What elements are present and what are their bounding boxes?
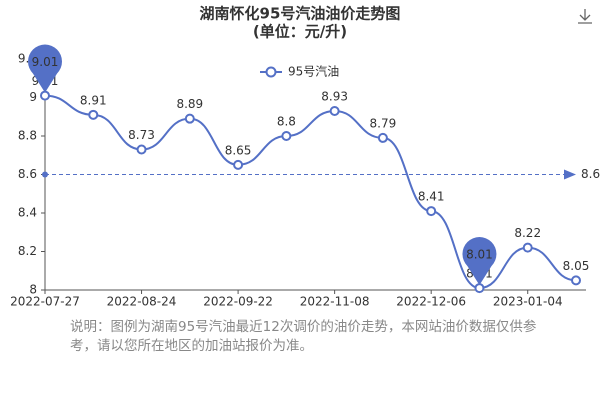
chart-title: 湖南怀化95号汽油油价走势图 [200, 5, 401, 23]
mark-pin-label: 8.01 [466, 248, 493, 262]
mark-pin [28, 44, 63, 93]
data-point [184, 113, 195, 124]
x-tick-label: 2023-01-04 [493, 295, 563, 309]
data-label: 8.22 [514, 226, 541, 240]
average-arrow [564, 169, 576, 180]
data-label: 8.65 [225, 143, 252, 157]
data-label: 8.41 [418, 190, 445, 204]
data-point [377, 132, 388, 143]
series-line [44, 94, 577, 290]
y-tick-label: 8.4 [18, 206, 37, 220]
y-tick-label: 8.8 [18, 129, 37, 143]
download-icon[interactable] [578, 9, 592, 24]
mark-pin-label: 9.01 [32, 55, 59, 69]
data-point [136, 144, 147, 155]
average-start [42, 171, 48, 178]
data-point [426, 206, 437, 217]
data-label: 8.79 [370, 116, 397, 130]
data-point [88, 109, 99, 120]
data-label: 8.93 [321, 89, 348, 103]
data-point [571, 275, 581, 286]
y-tick-label: 8 [29, 283, 37, 297]
y-tick-label: 8.6 [18, 167, 37, 181]
y-tick-label: 9 [29, 90, 37, 104]
data-point [522, 242, 533, 253]
x-tick-label: 2022-11-08 [300, 295, 370, 309]
data-label: 8.05 [563, 259, 590, 273]
data-label: 8.89 [176, 97, 203, 111]
data-label: 8.91 [80, 93, 107, 107]
x-tick-label: 2022-09-22 [203, 295, 273, 309]
x-tick-label: 2022-07-27 [10, 295, 80, 309]
data-point [474, 283, 485, 294]
data-point [329, 105, 340, 116]
data-point [40, 90, 50, 101]
note: 说明：图例为湖南95号汽油最近12次调价的油价走势，本网站油价数据仅供参考，请以… [70, 319, 537, 354]
data-label: 8.8 [277, 115, 296, 129]
legend-label: 95号汽油 [288, 64, 339, 79]
x-tick-label: 2022-08-24 [107, 295, 177, 309]
x-tick-label: 2022-12-06 [396, 295, 466, 309]
legend-marker [265, 66, 277, 78]
average-label: 8.6 [581, 167, 600, 181]
chart-subtitle: (单位：元/升) [253, 23, 347, 41]
mark-pin [462, 237, 497, 286]
data-label: 8.73 [128, 128, 155, 142]
data-point [233, 159, 244, 170]
data-point [281, 131, 292, 141]
y-tick-label: 8.2 [18, 244, 37, 258]
